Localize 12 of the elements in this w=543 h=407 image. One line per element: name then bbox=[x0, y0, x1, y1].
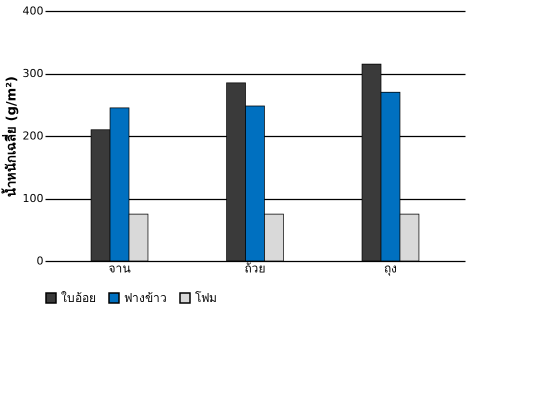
legend-label: ฟางข้าว bbox=[124, 291, 167, 305]
y-tick-label: 300 bbox=[22, 67, 44, 80]
x-tick-label: จาน bbox=[108, 262, 131, 276]
y-axis-title: น้ำหนักเฉลี่ย (g/m²) bbox=[0, 76, 20, 197]
legend-label: ใบอ้อย bbox=[61, 291, 96, 305]
y-tick-label: 200 bbox=[22, 130, 44, 142]
y-tick-label: 400 bbox=[22, 4, 44, 18]
y-tick-label: 100 bbox=[22, 192, 44, 205]
x-tick-label: ถุง bbox=[384, 262, 397, 276]
legend-label: โฟม bbox=[195, 291, 217, 305]
y-tick-label: 0 bbox=[36, 254, 44, 268]
x-tick-label: ถ้วย bbox=[244, 262, 266, 276]
